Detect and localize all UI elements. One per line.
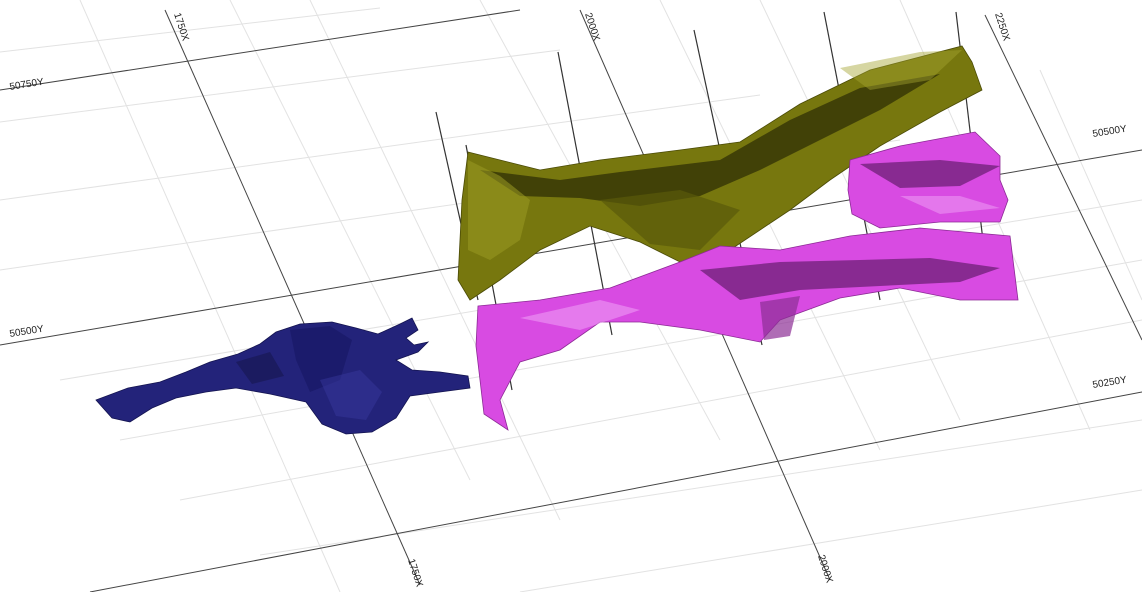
grid-label-y-50500-left: 50500Y	[9, 324, 45, 340]
grid-label-y-50250-right: 50250Y	[1092, 375, 1128, 391]
magenta-orebody	[475, 131, 1019, 431]
grid-label-bottom-x-2000: 2000X	[815, 554, 834, 585]
grid-label-y-50750-left: 50750Y	[9, 77, 45, 93]
grid-label-top-x-1750: 1750X	[171, 12, 190, 43]
grid-label-bottom-x-1750: 1750X	[405, 558, 424, 589]
grid-label-y-50500-right: 50500Y	[1092, 124, 1128, 140]
olive-orebody	[457, 45, 983, 301]
magenta-orebody-shape	[475, 227, 1019, 431]
grid-label-top-x-2250: 2250X	[992, 12, 1011, 43]
grid-label-top-x-2000: 2000X	[582, 12, 601, 43]
navy-orebody	[95, 317, 471, 435]
